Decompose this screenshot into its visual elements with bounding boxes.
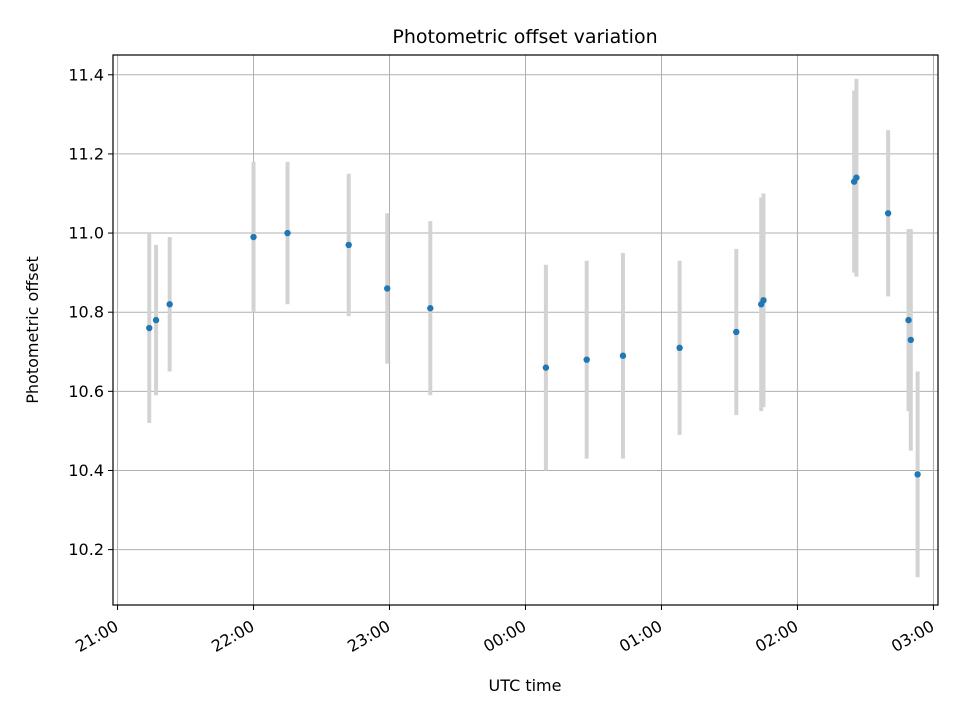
point-layer bbox=[146, 174, 921, 478]
data-point bbox=[907, 336, 915, 344]
x-tick-label: 02:00 bbox=[752, 616, 801, 656]
y-tick-label: 10.4 bbox=[68, 461, 104, 480]
x-tick-label: 22:00 bbox=[208, 616, 257, 656]
chart-title: Photometric offset variation bbox=[392, 26, 657, 48]
y-tick-label: 10.6 bbox=[68, 382, 104, 401]
data-point bbox=[284, 229, 291, 237]
data-point bbox=[250, 233, 257, 241]
data-point bbox=[619, 352, 627, 359]
x-tick-label: 01:00 bbox=[616, 616, 665, 656]
data-point bbox=[733, 328, 740, 336]
data-point bbox=[760, 297, 767, 304]
y-axis-title: Photometric offset bbox=[23, 256, 42, 404]
y-tick-label: 11.2 bbox=[68, 144, 104, 163]
data-point bbox=[884, 210, 892, 217]
x-tick-label: 03:00 bbox=[888, 616, 937, 656]
y-tick-label: 10.8 bbox=[68, 303, 104, 322]
data-point bbox=[146, 324, 153, 332]
data-point bbox=[853, 174, 860, 181]
data-point bbox=[542, 364, 550, 371]
data-point bbox=[166, 301, 173, 308]
x-tick-label: 00:00 bbox=[480, 616, 529, 656]
data-point bbox=[427, 305, 434, 312]
data-point bbox=[905, 316, 912, 324]
y-tick-label: 11.0 bbox=[68, 224, 104, 243]
x-tick-label: 23:00 bbox=[344, 616, 393, 656]
y-tick-label: 11.4 bbox=[68, 65, 104, 84]
data-point bbox=[384, 285, 391, 292]
data-point bbox=[914, 471, 921, 478]
data-point bbox=[583, 356, 590, 363]
data-point bbox=[152, 316, 160, 324]
y-tick-label: 10.2 bbox=[68, 540, 104, 559]
data-point bbox=[676, 344, 683, 352]
x-tick-label: 21:00 bbox=[72, 616, 121, 656]
x-axis-title: UTC time bbox=[489, 676, 562, 695]
data-point bbox=[345, 241, 352, 249]
grid-layer bbox=[113, 55, 938, 605]
